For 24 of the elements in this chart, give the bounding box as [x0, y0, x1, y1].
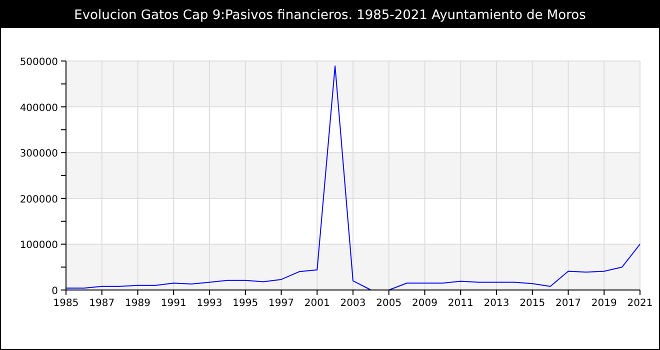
x-tick-label: 2017: [556, 298, 581, 309]
x-tick-label: 2015: [520, 298, 546, 309]
x-tick-label: 1989: [125, 298, 150, 309]
x-tick-label: 1997: [268, 298, 294, 309]
x-tick-label: 1995: [232, 298, 258, 309]
x-tick-label: 2009: [412, 298, 438, 309]
y-tick-label: 500000: [20, 57, 58, 68]
x-tick-label: 1993: [196, 298, 222, 309]
y-tick-label: 100000: [20, 240, 58, 252]
x-tick-label: 2005: [376, 298, 402, 309]
x-tick-label: 2001: [304, 298, 330, 309]
x-tick-label: 2003: [340, 298, 366, 309]
x-tick-label: 2021: [627, 298, 653, 309]
x-tick-label: 2013: [484, 298, 510, 309]
x-tick-label: 2011: [448, 298, 474, 309]
x-tick-label: 1987: [89, 298, 115, 309]
y-tick-label: 200000: [20, 194, 58, 206]
x-tick-label: 2019: [591, 298, 617, 309]
y-tick-label: 400000: [20, 102, 58, 114]
x-tick-label: 1991: [160, 298, 186, 309]
y-tick-label: 0: [52, 286, 58, 297]
y-tick-label: 300000: [20, 148, 58, 160]
x-tick-label: 1985: [53, 298, 79, 309]
chart-title: Evolucion Gatos Cap 9:Pasivos financieros. 1985-2021 Ayuntamiento de Moros: [74, 8, 586, 23]
